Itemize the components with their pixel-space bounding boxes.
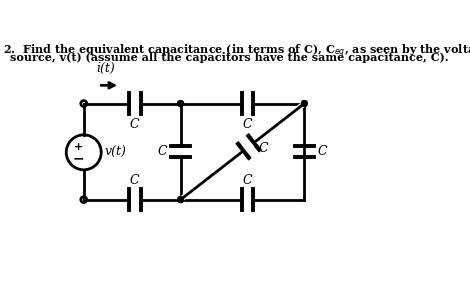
Circle shape xyxy=(81,101,86,107)
Text: C: C xyxy=(243,174,252,187)
Circle shape xyxy=(178,101,183,107)
Text: −: − xyxy=(73,151,85,165)
Circle shape xyxy=(81,197,86,203)
Text: +: + xyxy=(74,142,83,152)
Text: source, v(t) (assume all the capacitors have the same capacitance, C).: source, v(t) (assume all the capacitors … xyxy=(10,52,449,63)
Circle shape xyxy=(301,101,307,107)
Circle shape xyxy=(301,101,307,107)
Circle shape xyxy=(178,197,183,203)
Text: C: C xyxy=(243,118,252,131)
Circle shape xyxy=(178,197,183,203)
Text: i(t): i(t) xyxy=(96,62,115,75)
Text: C: C xyxy=(259,142,268,155)
Text: C: C xyxy=(158,145,167,158)
Text: v(t): v(t) xyxy=(104,146,126,159)
Circle shape xyxy=(178,101,183,107)
Text: 2.  Find the equivalent capacitance (in terms of C), C$_{eq}$, as seen by the vo: 2. Find the equivalent capacitance (in t… xyxy=(3,42,470,60)
Text: C: C xyxy=(317,145,327,158)
Text: C: C xyxy=(130,174,140,187)
Text: C: C xyxy=(130,118,140,131)
